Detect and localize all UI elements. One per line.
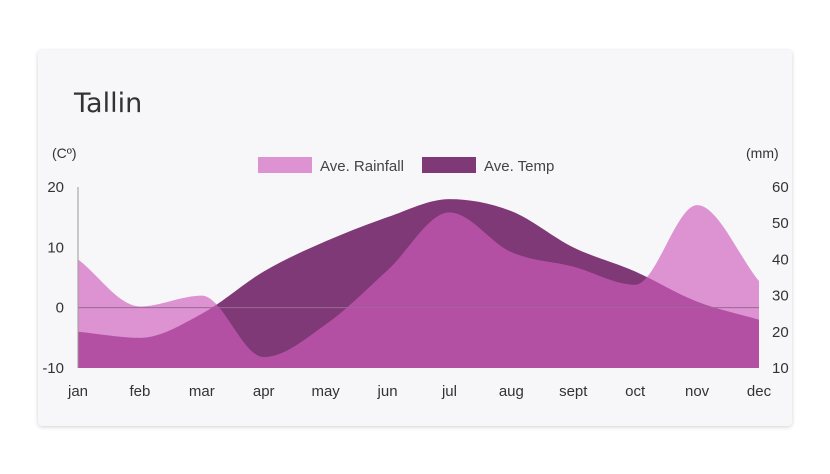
chart-title: Tallin <box>74 88 143 119</box>
area-rainfall <box>78 205 759 368</box>
right-axis-ticks: 60 50 40 30 20 10 <box>772 179 789 377</box>
right-axis-unit-label: (mm) <box>746 145 779 161</box>
x-tick-label: sept <box>559 383 588 400</box>
left-axis-unit-label: (Cº) <box>52 145 77 161</box>
right-tick-label: 40 <box>772 251 789 268</box>
legend: Ave. Rainfall Ave. Temp <box>258 157 554 175</box>
right-tick-label: 20 <box>772 324 789 341</box>
right-tick-label: 30 <box>772 288 789 305</box>
x-tick-label: may <box>311 383 340 400</box>
x-tick-label: oct <box>625 383 646 400</box>
legend-item-temp[interactable]: Ave. Temp <box>422 157 554 175</box>
x-tick-label: nov <box>685 383 710 400</box>
x-tick-label: jan <box>67 383 88 400</box>
left-axis-ticks: 20 10 0 -10 <box>42 179 64 377</box>
x-tick-label: apr <box>253 383 275 400</box>
chart-areas <box>78 199 759 368</box>
x-tick-label: aug <box>499 383 524 400</box>
right-tick-label: 60 <box>772 179 789 196</box>
x-tick-label: feb <box>129 383 150 400</box>
legend-swatch-temp <box>422 157 476 173</box>
x-axis-ticks: jan feb mar apr may jun jul aug sept oct nov dec <box>67 383 772 400</box>
x-tick-label: mar <box>189 383 215 400</box>
left-tick-label: 0 <box>56 300 64 317</box>
legend-swatch-rainfall <box>258 157 312 173</box>
legend-item-rainfall[interactable]: Ave. Rainfall <box>258 157 404 175</box>
right-tick-label: 10 <box>772 360 789 377</box>
x-tick-label: dec <box>747 383 772 400</box>
left-tick-label: 10 <box>47 239 64 256</box>
left-tick-label: -10 <box>42 360 64 377</box>
left-tick-label: 20 <box>47 179 64 196</box>
right-tick-label: 50 <box>772 215 789 232</box>
legend-label-temp: Ave. Temp <box>484 158 554 175</box>
legend-label-rainfall: Ave. Rainfall <box>320 158 404 175</box>
x-tick-label: jul <box>441 383 457 400</box>
x-tick-label: jun <box>377 383 398 400</box>
